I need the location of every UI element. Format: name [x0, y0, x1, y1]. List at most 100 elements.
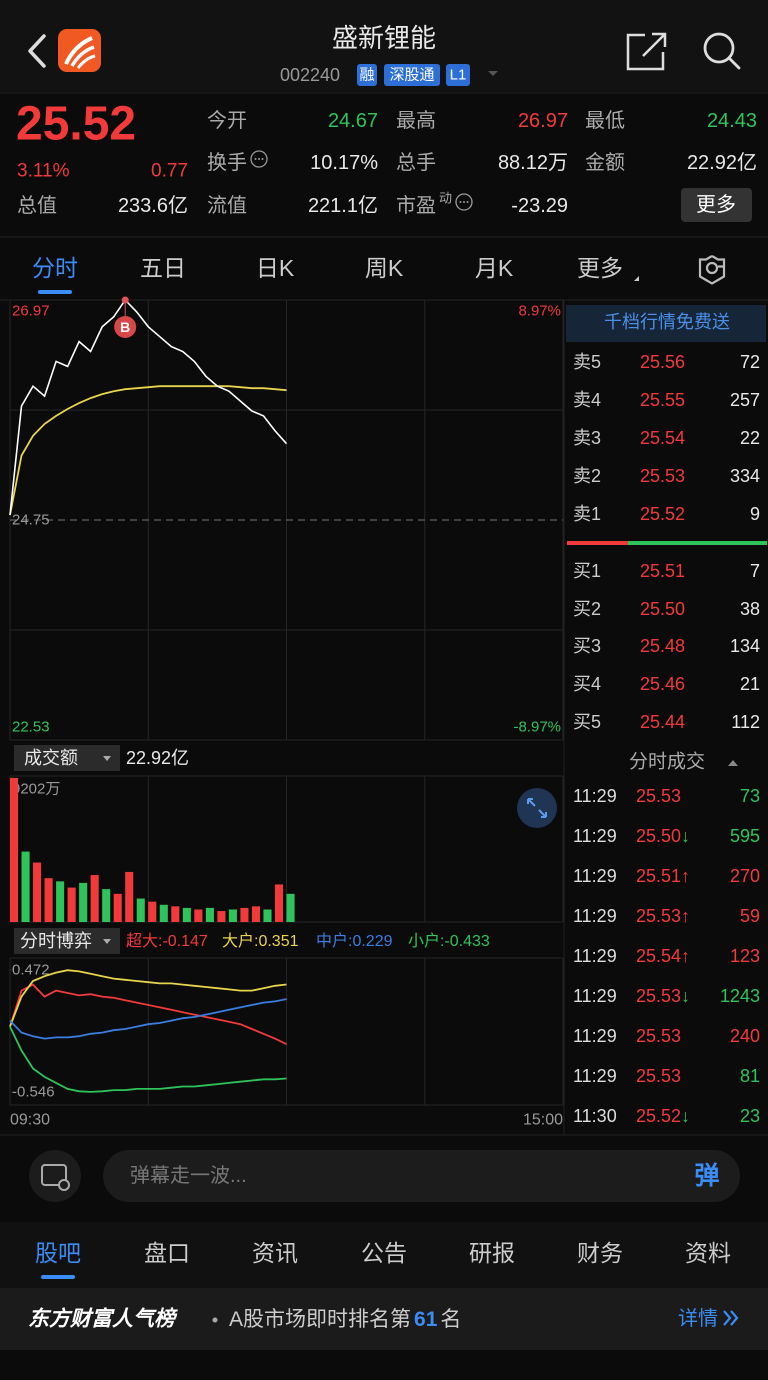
bottom-tab[interactable]: 资讯: [252, 1240, 298, 1266]
volume-bar: [90, 875, 99, 922]
buy-marker-label: B: [120, 319, 130, 335]
volume-bar: [217, 911, 226, 922]
chart-tab[interactable]: 日K: [256, 255, 295, 281]
selector-box[interactable]: [14, 928, 120, 954]
tab-underline: [38, 290, 72, 294]
trade-volume: 81: [740, 1066, 760, 1086]
chart-tab[interactable]: 五日: [140, 255, 186, 281]
trades-title: 分时成交: [629, 751, 705, 773]
trade-price-value: 25.54: [636, 946, 681, 966]
trade-time: 11:29: [573, 786, 617, 806]
bottom-tab-underline: [41, 1275, 75, 1279]
chart-tab[interactable]: 周K: [365, 255, 404, 281]
promo-box[interactable]: [566, 305, 766, 342]
legend-name: 超大:: [126, 932, 162, 950]
bottom-tab[interactable]: 资料: [685, 1240, 731, 1266]
high-point: [121, 296, 129, 304]
trade-price: 25.51↑: [636, 866, 690, 886]
bottom-tab[interactable]: 研报: [469, 1240, 515, 1266]
selector-box[interactable]: [14, 745, 120, 771]
comment-send[interactable]: 弹: [694, 1162, 719, 1190]
danmaku-settings[interactable]: [29, 1150, 81, 1202]
volume-bar: [263, 909, 272, 922]
flow-line: [9, 969, 287, 1027]
legend-name: 中户:: [316, 932, 352, 950]
book-price: 25.56: [640, 352, 685, 372]
chart-tab[interactable]: 分时: [32, 255, 78, 281]
book-label: 买4: [573, 674, 601, 694]
book-volume: 112: [731, 712, 760, 732]
comment-placeholder: 弹幕走一波...: [130, 1164, 247, 1187]
book-volume: 257: [730, 390, 760, 410]
stat-label: 最低: [585, 109, 625, 132]
badge-box: [446, 64, 470, 86]
trade-volume: 123: [730, 946, 760, 966]
bottom-tab-bar: [0, 1222, 768, 1288]
price-line: [9, 298, 288, 516]
volume-bar: [251, 906, 261, 922]
trade-price: 25.53: [636, 786, 681, 806]
stat-label: 换手: [207, 151, 247, 174]
trade-price-value: 25.53: [636, 786, 681, 806]
selector-arrow: [103, 939, 111, 944]
banner-link[interactable]: 详情: [678, 1307, 718, 1330]
banner-text-main: A股市场即时排名第: [229, 1308, 411, 1331]
code-dropdown[interactable]: [488, 71, 498, 76]
trade-volume: 73: [740, 786, 760, 806]
chart-tab[interactable]: 更多: [577, 255, 623, 281]
info-dot: [466, 201, 469, 203]
book-price: 25.53: [640, 466, 685, 486]
trade-arrow: ↑: [681, 906, 690, 926]
settings-button[interactable]: [698, 255, 726, 285]
book-price: 25.46: [640, 674, 685, 694]
stat-label: 金额: [585, 151, 625, 174]
book-price: 25.52: [640, 504, 685, 524]
book-price: 25.55: [640, 390, 685, 410]
legend-item: 小户:-0.433: [408, 932, 490, 950]
info-dot: [463, 201, 465, 203]
info-icon: [250, 150, 268, 168]
book-price: 25.51: [640, 561, 685, 581]
volume-bar: [194, 909, 203, 922]
volume-bar: [102, 889, 111, 922]
more-label: 更多: [696, 193, 736, 216]
legend-item: 中户:0.229: [316, 932, 393, 950]
trade-price-value: 25.53: [636, 906, 681, 926]
trade-price-value: 25.53: [636, 986, 681, 1006]
y-tick-label: -0.546: [12, 1084, 55, 1101]
back-button[interactable]: [28, 34, 46, 68]
trade-price: 25.53: [636, 1026, 681, 1046]
trade-price-value: 25.50: [636, 826, 681, 846]
book-volume: 134: [730, 636, 760, 656]
bottom-tab[interactable]: 公告: [361, 1240, 407, 1266]
bottom-tab[interactable]: 财务: [577, 1240, 623, 1266]
banner[interactable]: [0, 1288, 768, 1350]
banner-rank: 61: [414, 1308, 438, 1331]
info-dot: [261, 158, 264, 160]
stat-label: 总值: [17, 194, 57, 217]
flow-line: [9, 998, 287, 1040]
stat-value: 221.1亿: [308, 194, 378, 217]
chart-tab[interactable]: 月K: [475, 255, 514, 281]
banner-brand: 东方财富人气榜: [28, 1307, 178, 1331]
collapse-icon[interactable]: [728, 760, 738, 766]
volume-bar: [182, 907, 191, 922]
trade-time: 11:29: [573, 866, 617, 886]
book-volume: 38: [740, 599, 760, 619]
expand-button[interactable]: [517, 788, 557, 828]
legend-value: 0.351: [258, 933, 298, 950]
legend-value: 0.229: [352, 933, 392, 950]
trade-volume: 595: [730, 826, 760, 846]
trade-price: 25.53↑: [636, 906, 690, 926]
change-percent: 3.11%: [17, 161, 70, 182]
more-button[interactable]: [681, 188, 752, 222]
search-button[interactable]: [703, 32, 741, 70]
bottom-tab[interactable]: 股吧: [35, 1240, 81, 1266]
trade-arrow: ↓: [681, 1106, 690, 1126]
comment-input[interactable]: [103, 1150, 740, 1202]
trade-price-value: 25.53: [636, 1026, 681, 1046]
volume-bar: [67, 887, 76, 922]
bottom-tab[interactable]: 盘口: [144, 1240, 190, 1266]
share-button[interactable]: [626, 32, 667, 71]
book-label: 买2: [573, 599, 601, 619]
